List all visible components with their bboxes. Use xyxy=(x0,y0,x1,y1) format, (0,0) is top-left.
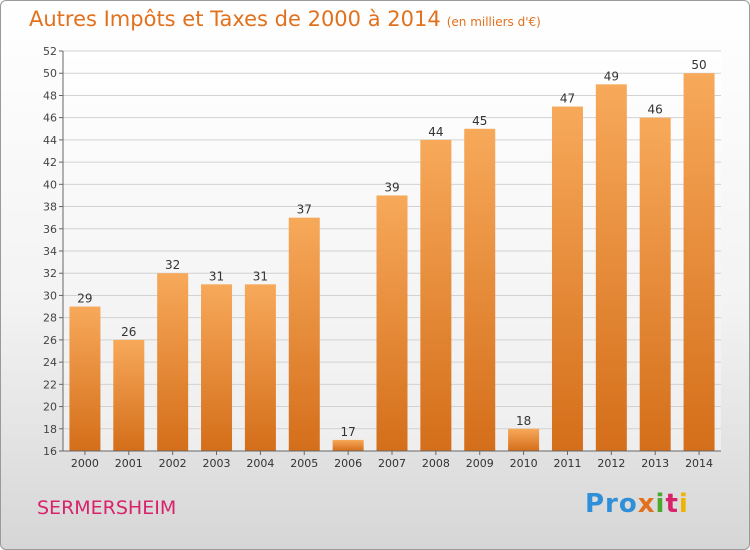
data-label: 49 xyxy=(604,69,619,83)
x-tick-label: 2014 xyxy=(685,457,713,470)
data-label: 29 xyxy=(77,292,92,306)
bar[interactable] xyxy=(288,217,320,451)
y-tick-label: 24 xyxy=(43,356,57,369)
bar[interactable] xyxy=(639,117,671,452)
y-tick-label: 52 xyxy=(43,45,57,58)
y-tick-label: 46 xyxy=(43,112,57,125)
y-tick-label: 30 xyxy=(43,289,57,302)
x-tick-label: 2005 xyxy=(290,457,318,470)
data-label: 31 xyxy=(209,269,224,283)
bar[interactable] xyxy=(683,73,715,451)
y-axis: 16 18 20 22 24 26 28 30 32 34 36 38 40 42 44 46 48 50 52 xyxy=(43,45,64,458)
bar[interactable] xyxy=(244,284,276,451)
y-tick-label: 34 xyxy=(43,245,57,258)
x-tick-label: 2004 xyxy=(246,457,274,470)
data-label: 45 xyxy=(472,114,487,128)
y-tick-label: 28 xyxy=(43,312,57,325)
y-tick-label: 22 xyxy=(43,378,57,391)
data-label: 44 xyxy=(428,125,443,139)
data-label: 50 xyxy=(691,58,706,72)
y-tick-label: 16 xyxy=(43,445,57,458)
bar[interactable] xyxy=(157,273,189,451)
data-label: 47 xyxy=(560,92,575,106)
y-tick-label: 20 xyxy=(43,401,57,414)
x-tick-label: 2011 xyxy=(553,457,581,470)
data-label: 26 xyxy=(121,325,136,339)
y-tick-label: 36 xyxy=(43,223,57,236)
bar[interactable] xyxy=(464,128,496,451)
y-tick-label: 44 xyxy=(43,134,57,147)
x-tick-label: 2006 xyxy=(334,457,362,470)
bar[interactable] xyxy=(508,428,540,451)
bar[interactable] xyxy=(113,339,145,451)
data-label: 39 xyxy=(384,180,399,194)
x-tick-label: 2000 xyxy=(71,457,99,470)
data-label: 17 xyxy=(340,425,355,439)
data-label: 18 xyxy=(516,414,531,428)
x-tick-label: 2007 xyxy=(378,457,406,470)
logo-part: Pro xyxy=(585,489,638,519)
data-label: 46 xyxy=(648,103,663,117)
y-tick-label: 40 xyxy=(43,178,57,191)
x-tick-label: 2002 xyxy=(159,457,187,470)
x-tick-label: 2003 xyxy=(203,457,231,470)
x-tick-label: 2008 xyxy=(422,457,450,470)
logo-part: t xyxy=(665,489,679,519)
chart-title: Autres Impôts et Taxes de 2000 à 2014 (en… xyxy=(29,7,541,31)
logo-part: x xyxy=(637,489,656,519)
bars xyxy=(69,73,715,452)
x-tick-label: 2009 xyxy=(466,457,494,470)
bar[interactable] xyxy=(69,306,101,451)
proxiti-logo[interactable]: Proxiti xyxy=(585,489,689,519)
y-tick-label: 38 xyxy=(43,201,57,214)
bar[interactable] xyxy=(595,84,627,451)
y-tick-label: 26 xyxy=(43,334,57,347)
bar[interactable] xyxy=(201,284,233,451)
commune-name: SERMERSHEIM xyxy=(37,497,177,519)
x-tick-label: 2001 xyxy=(115,457,143,470)
bar[interactable] xyxy=(420,139,452,451)
x-tick-label: 2012 xyxy=(597,457,625,470)
bar[interactable] xyxy=(376,195,408,451)
data-label: 32 xyxy=(165,258,180,272)
y-tick-label: 42 xyxy=(43,156,57,169)
x-tick-label: 2010 xyxy=(510,457,538,470)
y-tick-label: 32 xyxy=(43,267,57,280)
data-label: 31 xyxy=(253,269,268,283)
chart-unit: (en milliers d'€) xyxy=(446,15,541,29)
x-axis: 2000 2001 2002 2003 2004 2005 2006 2007 2008 2009… xyxy=(63,450,721,470)
logo-part: i xyxy=(655,489,666,519)
data-labels: 29 26 32 31 31 37 17 39 44 45 18 47 49 46 50 xyxy=(77,58,706,439)
chart-title-text: Autres Impôts et Taxes de 2000 à 2014 xyxy=(29,7,441,31)
x-tick-label: 2013 xyxy=(641,457,669,470)
y-tick-label: 50 xyxy=(43,67,57,80)
y-tick-label: 48 xyxy=(43,89,57,102)
y-tick-label: 18 xyxy=(43,423,57,436)
bar[interactable] xyxy=(332,439,364,451)
bar[interactable] xyxy=(551,106,583,452)
logo-part: i xyxy=(678,489,689,519)
data-label: 37 xyxy=(297,203,312,217)
